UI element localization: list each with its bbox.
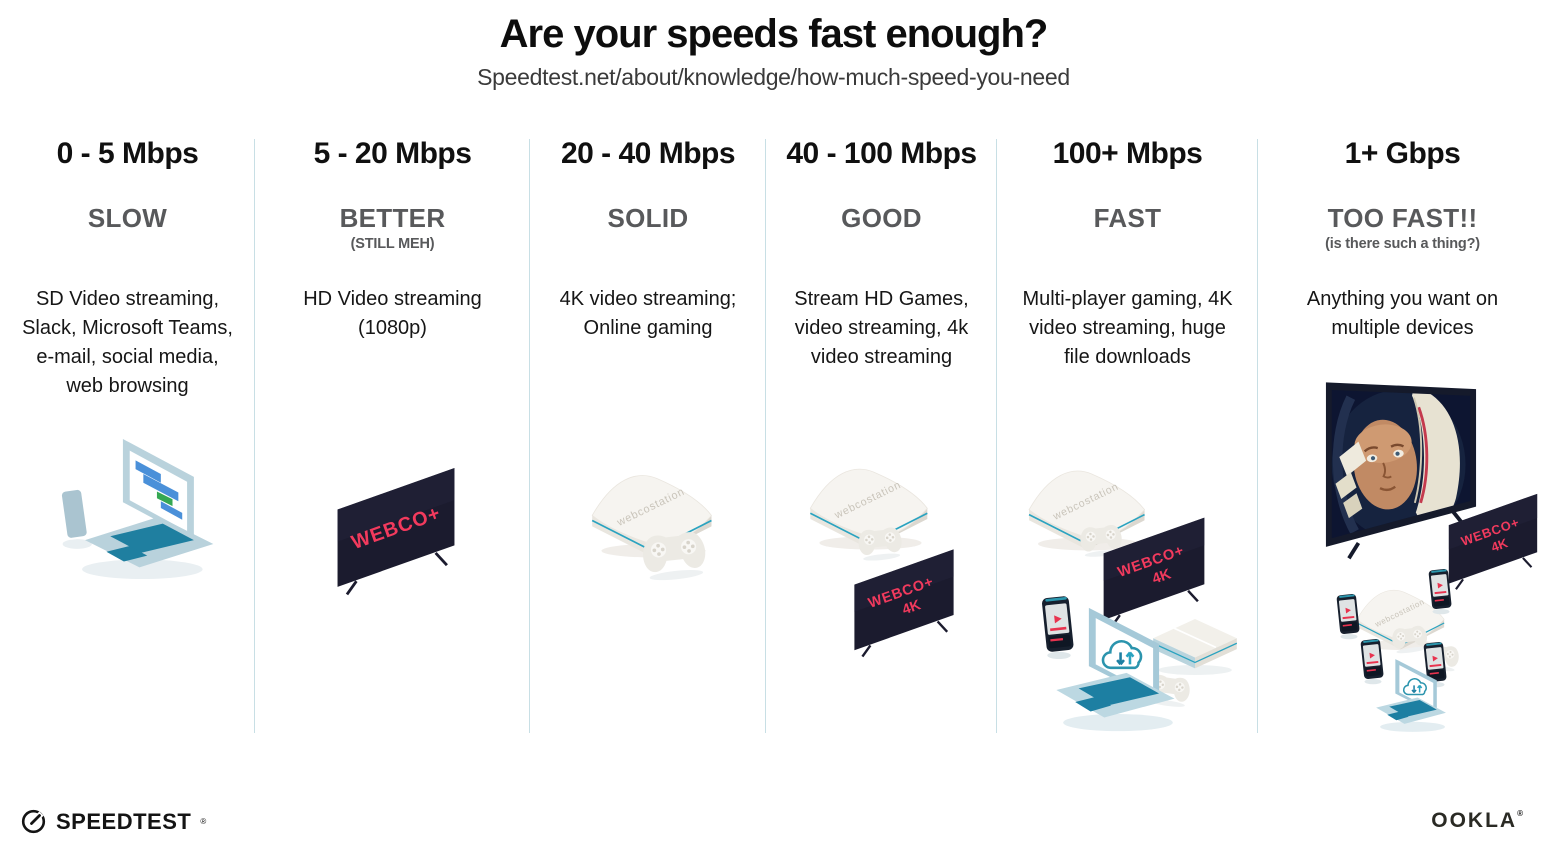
console-illustration [806, 449, 930, 552]
column-slow: 0 - 5 Mbps SLOW SD Video streaming, Slac… [0, 131, 255, 773]
tv-illustration [330, 451, 462, 602]
tier-description: Anything you want on multiple devices [1306, 288, 1499, 339]
tier-block: GOOD [766, 203, 997, 285]
phone-video-illustration [1360, 638, 1386, 685]
tier-label: SLOW [87, 203, 168, 233]
console-illustration [1025, 451, 1147, 553]
speedtest-logo: SPEEDTEST ® [20, 808, 206, 835]
laptop-chat-illustration [50, 431, 225, 587]
controller-illustration [1140, 665, 1200, 711]
slab-console-illustration [1149, 613, 1241, 676]
column-good: 40 - 100 Mbps GOOD Stream HD Games, vide… [766, 131, 997, 773]
console-illustration [588, 455, 714, 560]
controller-illustration [1071, 516, 1131, 561]
phone-video-illustration [1336, 593, 1362, 640]
tier-label: GOOD [841, 203, 922, 233]
tier-description: SD Video streaming, Slack, Microsoft Tea… [22, 288, 233, 397]
phone-video-illustration [1423, 641, 1449, 688]
laptop-cloud-illustration [1039, 601, 1185, 738]
ookla-wordmark: OOKLA [1431, 809, 1518, 832]
tier-description: Multi-player gaming, 4K video streaming,… [1022, 288, 1233, 368]
speed-columns: 0 - 5 Mbps SLOW SD Video streaming, Slac… [0, 131, 1547, 773]
tv-4k-illustration [848, 535, 960, 663]
tier-description: HD Video streaming (1080p) [303, 288, 482, 339]
tier-block: SLOW [0, 203, 255, 285]
tier-note: (is there such a thing?) [1325, 236, 1480, 252]
header: Are your speeds fast enough? Speedtest.n… [0, 0, 1547, 91]
speedtest-gauge-icon [21, 809, 46, 834]
controller-illustration [1416, 636, 1467, 675]
tier-label: FAST [1093, 203, 1162, 233]
column-too-fast: 1+ Gbps TOO FAST!! (is there such a thin… [1258, 131, 1547, 773]
console-illustration [1354, 575, 1446, 652]
speed-range: 0 - 5 Mbps [56, 137, 199, 170]
ookla-trademark: ® [1517, 809, 1525, 818]
column-better: 5 - 20 Mbps BETTER (STILL MEH) HD Video … [255, 131, 530, 773]
speed-range: 20 - 40 Mbps [560, 137, 736, 170]
speedtest-wordmark: SPEEDTEST [56, 808, 192, 834]
page-subtitle: Speedtest.net/about/knowledge/how-much-s… [477, 64, 1070, 90]
speed-range: 5 - 20 Mbps [313, 137, 472, 170]
speed-range: 40 - 100 Mbps [786, 137, 977, 170]
ookla-logo: OOKLA® [1431, 809, 1525, 833]
tier-label: TOO FAST!! [1327, 203, 1478, 233]
controller-illustration [629, 519, 719, 586]
tier-block: SOLID [530, 203, 766, 285]
column-solid: 20 - 40 Mbps SOLID 4K video streaming; O… [530, 131, 766, 773]
speed-range: 100+ Mbps [1052, 137, 1203, 170]
tier-description: 4K video streaming; Online gaming [559, 288, 737, 339]
speedtest-trademark: ® [200, 817, 207, 826]
tier-block: TOO FAST!! (is there such a thing?) [1258, 203, 1547, 285]
phone-video-illustration [1041, 595, 1077, 660]
speed-range: 1+ Gbps [1344, 137, 1461, 170]
tier-label: BETTER [339, 203, 446, 233]
tier-note: (STILL MEH) [350, 236, 435, 252]
controller-illustration [1384, 618, 1435, 657]
phone-video-illustration [1428, 568, 1454, 615]
big-tv-movie-illustration [1322, 369, 1480, 565]
tier-description: Stream HD Games, video streaming, 4k vid… [794, 288, 969, 368]
tier-label: SOLID [607, 203, 689, 233]
laptop-cloud-illustration [1366, 655, 1452, 736]
page-title: Are your speeds fast enough? [499, 12, 1049, 56]
column-fast: 100+ Mbps FAST Multi-player gaming, 4K v… [997, 131, 1258, 773]
controller-illustration [849, 518, 911, 565]
tv-4k-illustration [1443, 481, 1543, 595]
tier-block: BETTER (STILL MEH) [255, 203, 530, 285]
tv-4k-illustration [1097, 503, 1211, 633]
tier-block: FAST [997, 203, 1258, 285]
